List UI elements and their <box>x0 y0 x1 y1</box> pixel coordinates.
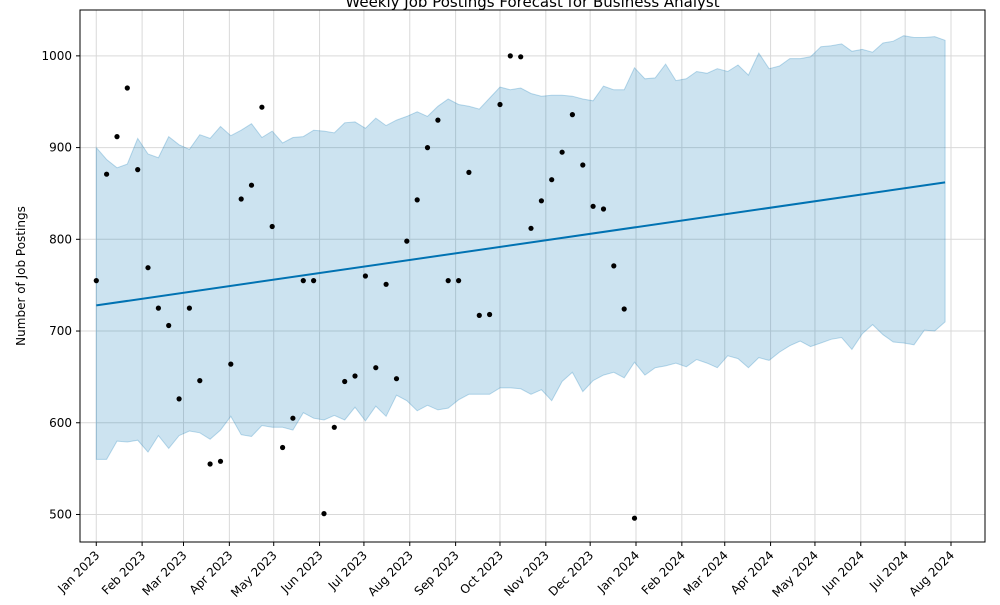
observed-point <box>300 278 306 284</box>
observed-point <box>497 101 503 108</box>
observed-point <box>538 198 545 204</box>
observed-point <box>590 203 596 209</box>
observed-point <box>383 281 389 287</box>
observed-point <box>549 177 555 183</box>
y-tick-label: 600 <box>49 416 72 430</box>
observed-point <box>569 112 576 118</box>
observed-point <box>580 162 586 168</box>
observed-point <box>166 322 172 329</box>
observed-point <box>93 278 99 284</box>
observed-point <box>621 306 627 312</box>
observed-point <box>362 273 368 279</box>
observed-point <box>186 305 192 311</box>
observed-point <box>476 312 482 318</box>
observed-point <box>311 278 317 284</box>
observed-point <box>611 263 617 269</box>
observed-point <box>114 134 120 140</box>
grid-lines <box>80 10 985 542</box>
forecast-trend-line <box>96 181 946 307</box>
observed-point <box>424 145 431 151</box>
observed-point <box>290 415 296 421</box>
observed-point <box>373 365 379 371</box>
observed-point <box>342 378 348 385</box>
observed-point <box>445 278 451 284</box>
y-tick-label: 1000 <box>41 49 72 63</box>
observed-point <box>259 104 265 110</box>
observed-point <box>631 515 638 521</box>
y-axis-label: Number of Job Postings <box>14 206 28 346</box>
observed-point <box>414 197 420 203</box>
uncertainty-area <box>95 35 946 460</box>
y-tick-label: 900 <box>49 141 72 155</box>
observed-point <box>155 305 161 311</box>
observed-point <box>331 424 337 430</box>
plot-frame <box>79 9 986 543</box>
observed-point <box>466 169 472 175</box>
observed-point <box>238 196 244 202</box>
observed-point <box>456 278 462 284</box>
observed-point <box>145 265 151 271</box>
y-tick-label: 800 <box>49 232 72 246</box>
observed-points <box>93 53 638 521</box>
observed-point <box>352 373 358 379</box>
observed-point <box>228 361 234 367</box>
observed-point <box>404 238 410 244</box>
observed-point <box>197 378 203 384</box>
observed-point <box>507 53 513 59</box>
observed-point <box>393 376 400 382</box>
observed-point <box>487 311 493 318</box>
observed-point <box>176 396 182 402</box>
observed-point <box>528 225 534 231</box>
observed-point <box>518 54 524 60</box>
observed-point <box>135 167 141 173</box>
forecast-line <box>96 181 946 307</box>
observed-point <box>217 458 224 464</box>
observed-point <box>248 182 255 188</box>
observed-point <box>269 223 275 230</box>
y-tick-label: 500 <box>49 507 72 521</box>
observed-point <box>104 171 110 177</box>
chart-title: Weekly Job Postings Forecast for Busines… <box>345 0 719 11</box>
observed-point <box>207 461 213 467</box>
observed-point <box>559 149 565 155</box>
observed-point <box>124 85 130 91</box>
observed-point <box>600 206 607 212</box>
confidence-band <box>95 35 946 460</box>
observed-point <box>435 117 441 123</box>
observed-point <box>321 510 327 517</box>
y-tick-label: 700 <box>49 324 72 338</box>
observed-point <box>280 444 286 451</box>
